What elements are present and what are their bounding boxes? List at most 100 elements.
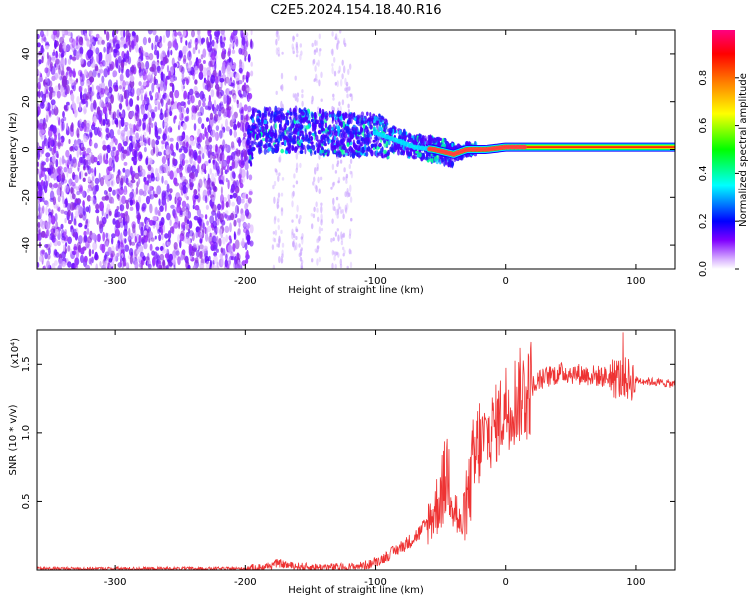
noise-mark (231, 114, 235, 123)
noise-mark (40, 90, 44, 98)
signal-mark (420, 139, 425, 146)
noise-mark (147, 112, 150, 119)
noise-mark (292, 92, 295, 98)
y-tick-label: 1.5 (21, 356, 32, 372)
noise-mark (166, 196, 170, 203)
noise-mark (181, 249, 186, 256)
noise-mark (148, 231, 154, 240)
noise-mark (273, 196, 276, 204)
noise-mark (161, 145, 164, 150)
noise-mark (93, 142, 98, 149)
colorbar-gradient (712, 30, 735, 269)
noise-mark (295, 54, 299, 58)
noise-mark (111, 198, 115, 204)
noise-mark (320, 202, 323, 206)
noise-mark (313, 206, 316, 212)
noise-mark (160, 165, 163, 172)
noise-mark (333, 206, 336, 212)
noise-mark (38, 76, 44, 83)
noise-mark (246, 212, 252, 220)
noise-mark (83, 150, 87, 156)
signal-mark (350, 112, 354, 119)
noise-mark (181, 109, 187, 114)
signal-mark (270, 126, 273, 133)
noise-mark (205, 138, 210, 147)
noise-mark (43, 138, 49, 147)
noise-mark (62, 244, 66, 252)
noise-mark (123, 186, 127, 192)
noise-mark (87, 164, 90, 170)
noise-mark (88, 129, 93, 139)
noise-mark (210, 117, 214, 127)
noise-mark (315, 201, 318, 208)
noise-mark (37, 103, 40, 109)
noise-mark (277, 47, 280, 52)
noise-mark (143, 176, 147, 183)
noise-mark (237, 205, 239, 214)
signal-mark (257, 121, 261, 128)
noise-mark (206, 225, 212, 233)
signal-mark (335, 121, 338, 125)
noise-mark (109, 63, 114, 71)
noise-mark (216, 261, 219, 268)
noise-mark (225, 118, 228, 128)
noise-mark (280, 207, 284, 212)
noise-mark (278, 235, 281, 244)
noise-mark (62, 231, 67, 236)
colorbar-tick-label: 0.6 (698, 118, 709, 134)
noise-mark (51, 262, 56, 269)
noise-mark (60, 223, 64, 230)
noise-mark (166, 65, 170, 73)
signal-mark (264, 136, 268, 143)
noise-mark (78, 184, 83, 192)
noise-mark (65, 159, 70, 168)
noise-mark (291, 231, 294, 240)
signal-mark (274, 105, 278, 113)
noise-mark (49, 147, 53, 152)
noise-mark (45, 93, 49, 98)
noise-mark (219, 103, 224, 110)
noise-mark (56, 187, 61, 196)
noise-mark (229, 43, 232, 49)
noise-mark (248, 191, 253, 196)
noise-mark (99, 201, 104, 212)
noise-mark (63, 166, 68, 173)
noise-mark (191, 114, 194, 121)
noise-mark (199, 250, 203, 259)
noise-mark (99, 69, 104, 74)
signal-mark (268, 139, 272, 143)
noise-mark (41, 163, 45, 171)
noise-mark (156, 65, 161, 72)
noise-mark (212, 265, 218, 269)
noise-mark (341, 99, 345, 106)
noise-mark (91, 249, 94, 255)
noise-mark (337, 70, 340, 74)
noise-mark (110, 149, 115, 158)
noise-mark (162, 133, 168, 141)
noise-mark (314, 167, 317, 175)
noise-mark (205, 232, 209, 242)
noise-mark (236, 253, 241, 261)
noise-mark (198, 99, 202, 107)
noise-mark (236, 99, 239, 105)
noise-mark (211, 197, 215, 203)
noise-mark (204, 226, 207, 234)
noise-mark (342, 246, 345, 251)
noise-mark (146, 219, 149, 230)
colorbar-tick-label: 0.2 (698, 213, 709, 229)
noise-mark (173, 177, 178, 185)
noise-mark (241, 84, 246, 92)
noise-mark (118, 187, 124, 195)
noise-mark (291, 228, 294, 236)
noise-mark (66, 101, 70, 106)
signal-mark (397, 149, 400, 156)
noise-mark (191, 30, 195, 38)
signal-mark (263, 148, 267, 155)
noise-mark (172, 157, 176, 165)
noise-mark (331, 31, 334, 37)
noise-mark (138, 244, 144, 253)
noise-mark (117, 217, 123, 224)
noise-mark (176, 204, 182, 214)
signal-mark (310, 118, 314, 123)
noise-mark (58, 257, 63, 268)
